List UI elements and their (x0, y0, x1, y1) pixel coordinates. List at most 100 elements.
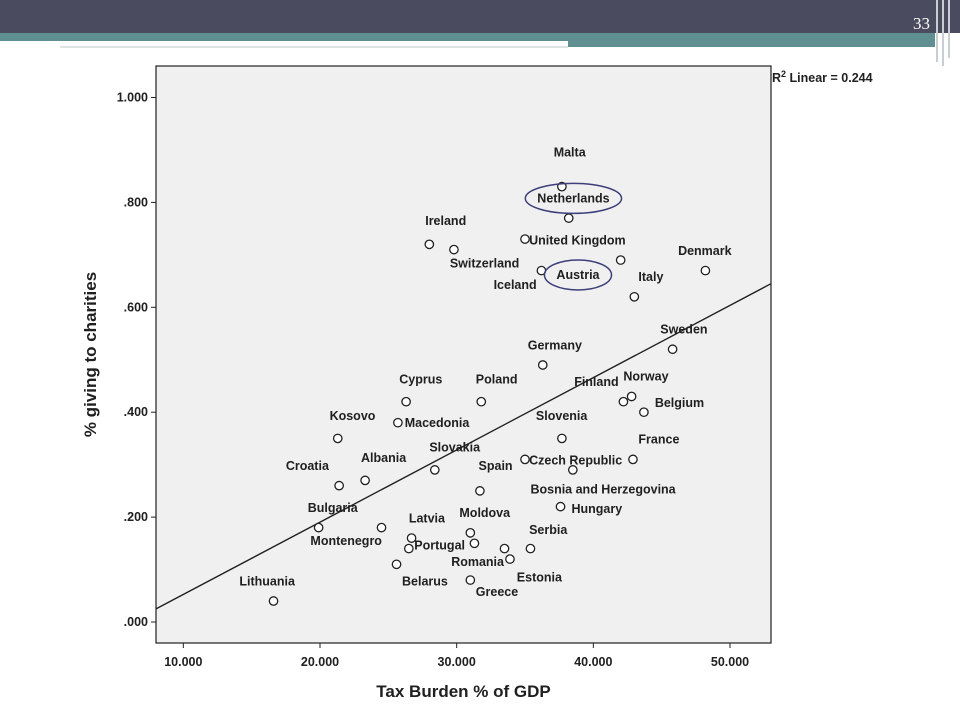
point-label: Macedonia (405, 416, 471, 430)
point-label: Montenegro (310, 534, 382, 548)
data-point (424, 239, 435, 250)
data-point (639, 407, 649, 418)
data-point (700, 265, 711, 276)
highlight-ellipse (543, 259, 613, 291)
point-label: Sweden (660, 323, 707, 337)
plot-area (155, 65, 772, 644)
y-tick-label: .000 (124, 615, 148, 629)
point-label: Belgium (655, 396, 704, 410)
point-label: Netherlands (537, 191, 609, 205)
data-point (469, 538, 480, 549)
point-label: Bosnia and Herzegovina (530, 483, 676, 497)
highlight-ellipse (524, 182, 623, 215)
data-point (505, 554, 515, 564)
decor-line (936, 0, 938, 62)
point-label: Austria (556, 268, 600, 282)
point-label: Hungary (571, 502, 622, 516)
accent-bar-right (568, 41, 935, 47)
point-label: Moldova (459, 506, 511, 520)
x-axis-title: Tax Burden % of GDP (376, 682, 550, 701)
y-tick-label: .600 (124, 300, 148, 314)
data-point (429, 465, 440, 475)
point-label: United Kingdom (529, 233, 626, 247)
point-label: Cyprus (399, 372, 442, 386)
x-tick-label: 10.000 (164, 655, 202, 669)
data-point (555, 501, 566, 512)
point-label: Croatia (286, 459, 330, 473)
data-point (618, 396, 629, 407)
point-label: France (638, 433, 679, 447)
data-point (626, 391, 637, 402)
data-point (667, 344, 678, 355)
header-bar (0, 0, 960, 33)
data-point (615, 255, 626, 265)
y-tick-label: .800 (124, 195, 148, 209)
point-label: Serbia (529, 523, 568, 537)
data-point (629, 291, 640, 302)
data-point (332, 433, 343, 444)
data-point (628, 454, 638, 465)
x-tick-label: 40.000 (574, 655, 612, 669)
point-label: Iceland (494, 278, 537, 292)
data-point (563, 213, 574, 223)
point-label: Ireland (425, 214, 466, 228)
point-label: Switzerland (450, 256, 519, 270)
point-label: Slovakia (429, 441, 481, 455)
data-point (476, 396, 487, 407)
decor-line (942, 0, 944, 66)
data-point (520, 234, 530, 244)
data-point (334, 480, 344, 491)
x-tick-label: 50.000 (711, 655, 749, 669)
x-tick-label: 20.000 (301, 655, 339, 669)
data-point (525, 543, 536, 554)
point-label: Spain (479, 459, 513, 473)
point-label: Czech Republic (529, 454, 622, 468)
data-point (393, 417, 403, 428)
data-point (465, 527, 476, 538)
point-label: Kosovo (330, 409, 376, 423)
data-point (475, 486, 485, 496)
point-label: Germany (528, 338, 582, 352)
point-label: Poland (476, 372, 518, 386)
data-points (268, 181, 711, 606)
data-point (567, 465, 578, 475)
data-point (465, 575, 476, 585)
point-label: Latvia (409, 511, 446, 525)
data-point (376, 522, 387, 533)
axis-ticks: 10.000 20.000 30.000 40.000 50.000 .000 .200 .4… (117, 90, 749, 669)
data-point (401, 396, 411, 407)
fit-label: R2 Linear = 0.244 (772, 69, 873, 85)
point-label: Norway (623, 370, 668, 384)
data-point (449, 244, 459, 255)
point-labels: Malta Netherlands Ireland United Kingdom Swi… (239, 146, 731, 599)
accent-bar (0, 33, 935, 41)
point-label: Bulgaria (308, 501, 359, 515)
data-point (557, 433, 567, 444)
divider-line (60, 46, 568, 48)
slide-number: 33 (913, 14, 930, 33)
point-label: Italy (638, 270, 663, 284)
y-tick-label: 1.000 (117, 90, 148, 104)
point-label: Albania (361, 451, 407, 465)
y-tick-label: .400 (124, 405, 148, 419)
fit-line (155, 283, 772, 610)
data-point (391, 559, 402, 570)
point-label: Belarus (402, 574, 448, 588)
data-point (313, 522, 324, 533)
data-point (360, 475, 370, 486)
point-label: Estonia (517, 571, 563, 585)
point-label: Malta (554, 146, 587, 160)
data-point (403, 543, 414, 554)
x-tick-label: 30.000 (438, 655, 476, 669)
decor-line (948, 0, 950, 58)
data-point (268, 596, 279, 606)
point-label: Denmark (678, 244, 732, 258)
point-label: Portugal (414, 539, 465, 553)
y-axis-title: % giving to charities (81, 272, 100, 437)
highlight-ellipses (524, 182, 623, 291)
data-point (499, 543, 510, 554)
data-point (537, 360, 548, 370)
data-point (520, 454, 530, 465)
point-label: Greece (476, 585, 518, 599)
